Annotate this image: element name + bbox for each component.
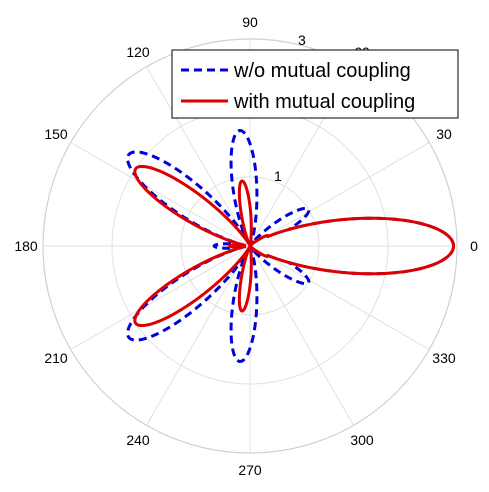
angle-tick-label-90: 90	[242, 14, 258, 30]
angle-tick-label-300: 300	[350, 432, 374, 448]
angle-tick-label-330: 330	[432, 350, 456, 366]
legend: w/o mutual coupling with mutual coupling	[172, 50, 458, 118]
angle-tick-label-210: 210	[44, 350, 68, 366]
grid-spoke-240	[147, 246, 251, 425]
angle-tick-label-270: 270	[238, 462, 262, 478]
legend-label-wo-coupling: w/o mutual coupling	[233, 60, 411, 82]
grid-spoke-30	[250, 143, 429, 247]
grid-spoke-210	[71, 246, 250, 350]
angle-tick-label-120: 120	[126, 44, 150, 60]
angle-tick-label-150: 150	[44, 126, 68, 142]
angle-tick-label-180: 180	[14, 238, 38, 254]
grid-spoke-330	[250, 246, 429, 350]
angle-tick-label-0: 0	[470, 238, 478, 254]
radial-tick-label-1: 1	[274, 168, 282, 184]
angle-tick-label-30: 30	[436, 126, 452, 142]
legend-label-with-coupling: with mutual coupling	[233, 91, 415, 113]
grid-spoke-150	[71, 143, 250, 247]
angle-tick-label-240: 240	[126, 432, 150, 448]
radial-tick-label-3: 3	[298, 32, 306, 48]
